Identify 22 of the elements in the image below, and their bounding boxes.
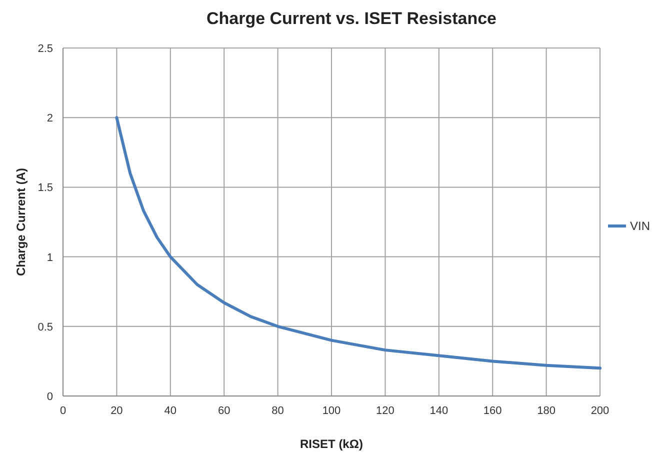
- x-tick-label: 160: [483, 405, 502, 417]
- x-tick-label: 180: [537, 405, 556, 417]
- x-tick-label: 40: [164, 405, 177, 417]
- y-tick-label: 2: [46, 112, 53, 125]
- line-series: [115, 116, 602, 370]
- y-tick-label: 0.5: [38, 321, 53, 334]
- x-tick-label: 120: [376, 405, 394, 417]
- x-tick-label: 80: [272, 405, 284, 417]
- chart-title: Charge Current vs. ISET Resistance: [206, 9, 497, 28]
- x-tick-label: 20: [110, 405, 123, 417]
- y-tick-label: 1.5: [38, 182, 53, 194]
- y-tick-label: 0: [46, 391, 53, 403]
- y-tick-label: 2.5: [38, 43, 53, 55]
- x-tick-label: 60: [218, 405, 230, 417]
- x-tick-label: 100: [322, 405, 341, 417]
- x-tick-label: 200: [590, 405, 610, 417]
- x-axis-title: RISET (kΩ): [300, 437, 363, 451]
- legend-label: VIN: [630, 219, 650, 233]
- y-tick-label: 1: [46, 252, 53, 264]
- x-tick-label: 140: [430, 405, 448, 417]
- y-axis-title: Charge Current (A): [14, 168, 28, 276]
- x-tick-label: 0: [60, 405, 66, 417]
